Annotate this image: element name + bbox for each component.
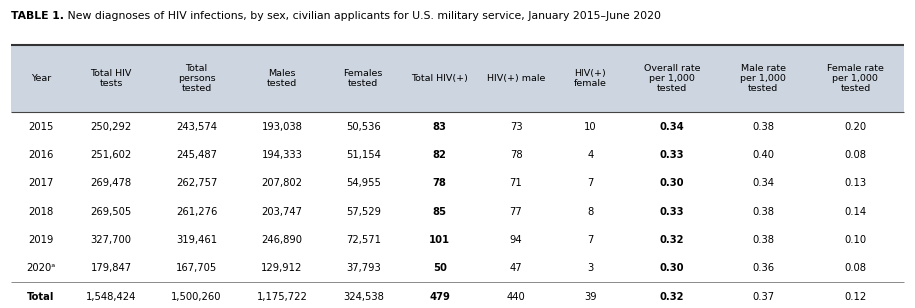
Text: Year: Year xyxy=(30,74,51,83)
Text: 0.40: 0.40 xyxy=(752,150,774,160)
Text: 129,912: 129,912 xyxy=(261,263,303,273)
Text: 71: 71 xyxy=(510,178,522,188)
Text: 73: 73 xyxy=(510,122,522,132)
Text: 0.30: 0.30 xyxy=(660,263,684,273)
Text: 54,955: 54,955 xyxy=(346,178,381,188)
Text: 0.38: 0.38 xyxy=(752,235,774,245)
Text: 10: 10 xyxy=(584,122,597,132)
Text: 0.13: 0.13 xyxy=(845,178,867,188)
Bar xyxy=(11,45,904,112)
Text: 7: 7 xyxy=(587,235,594,245)
Text: 2015: 2015 xyxy=(28,122,53,132)
Text: HIV(+) male: HIV(+) male xyxy=(487,74,545,83)
Text: 194,333: 194,333 xyxy=(262,150,302,160)
Text: Females
tested: Females tested xyxy=(343,69,382,88)
Text: 72,571: 72,571 xyxy=(346,235,381,245)
Text: TABLE 1.: TABLE 1. xyxy=(11,11,64,21)
Text: 250,292: 250,292 xyxy=(91,122,132,132)
Text: 251,602: 251,602 xyxy=(91,150,132,160)
Text: 319,461: 319,461 xyxy=(176,235,217,245)
Text: 0.14: 0.14 xyxy=(845,207,867,217)
Text: 2017: 2017 xyxy=(28,178,53,188)
Text: 85: 85 xyxy=(433,207,447,217)
Text: 203,747: 203,747 xyxy=(262,207,302,217)
Text: 82: 82 xyxy=(433,150,447,160)
Text: 0.32: 0.32 xyxy=(660,235,684,245)
Text: 0.33: 0.33 xyxy=(660,207,684,217)
Text: 2016: 2016 xyxy=(28,150,53,160)
Text: 0.36: 0.36 xyxy=(752,263,774,273)
Text: 0.30: 0.30 xyxy=(660,178,684,188)
Text: 0.34: 0.34 xyxy=(660,122,684,132)
Text: 101: 101 xyxy=(429,235,450,245)
Text: 4: 4 xyxy=(587,150,594,160)
Text: 3: 3 xyxy=(587,263,594,273)
Text: Overall rate
per 1,000
tested: Overall rate per 1,000 tested xyxy=(643,64,700,93)
Text: 261,276: 261,276 xyxy=(176,207,217,217)
Text: 0.10: 0.10 xyxy=(845,235,867,245)
Text: Total HIV
tests: Total HIV tests xyxy=(91,69,132,88)
Text: 0.08: 0.08 xyxy=(845,150,867,160)
Text: 57,529: 57,529 xyxy=(346,207,381,217)
Text: 51,154: 51,154 xyxy=(346,150,381,160)
Text: 262,757: 262,757 xyxy=(176,178,217,188)
Text: 0.32: 0.32 xyxy=(660,292,684,302)
Text: 193,038: 193,038 xyxy=(262,122,302,132)
Text: 246,890: 246,890 xyxy=(262,235,302,245)
Text: 8: 8 xyxy=(587,207,594,217)
Text: 269,505: 269,505 xyxy=(91,207,132,217)
Text: 94: 94 xyxy=(510,235,522,245)
Text: 37,793: 37,793 xyxy=(346,263,381,273)
Text: 0.20: 0.20 xyxy=(845,122,867,132)
Text: Male rate
per 1,000
tested: Male rate per 1,000 tested xyxy=(740,64,786,93)
Text: 207,802: 207,802 xyxy=(262,178,302,188)
Text: 7: 7 xyxy=(587,178,594,188)
Text: HIV(+)
female: HIV(+) female xyxy=(574,69,607,88)
Text: 0.37: 0.37 xyxy=(752,292,774,302)
Text: 243,574: 243,574 xyxy=(176,122,217,132)
Text: 440: 440 xyxy=(507,292,525,302)
Text: 269,478: 269,478 xyxy=(91,178,132,188)
Text: Total HIV(+): Total HIV(+) xyxy=(411,74,468,83)
Text: 78: 78 xyxy=(433,178,447,188)
Text: 50,536: 50,536 xyxy=(346,122,381,132)
Text: 1,175,722: 1,175,722 xyxy=(256,292,307,302)
Text: 2019: 2019 xyxy=(28,235,53,245)
Text: 0.12: 0.12 xyxy=(845,292,867,302)
Text: Female rate
per 1,000
tested: Female rate per 1,000 tested xyxy=(827,64,884,93)
Text: 0.38: 0.38 xyxy=(752,207,774,217)
Text: Total
persons
tested: Total persons tested xyxy=(178,64,215,93)
Text: 50: 50 xyxy=(433,263,447,273)
Text: 47: 47 xyxy=(510,263,522,273)
Text: 167,705: 167,705 xyxy=(176,263,217,273)
Text: 479: 479 xyxy=(429,292,450,302)
Text: 1,548,424: 1,548,424 xyxy=(86,292,136,302)
Text: 324,538: 324,538 xyxy=(343,292,383,302)
Text: 245,487: 245,487 xyxy=(176,150,217,160)
Text: 0.34: 0.34 xyxy=(752,178,774,188)
Text: 179,847: 179,847 xyxy=(91,263,132,273)
Text: 83: 83 xyxy=(433,122,447,132)
Text: 77: 77 xyxy=(510,207,522,217)
Text: Males
tested: Males tested xyxy=(267,69,297,88)
Text: 78: 78 xyxy=(510,150,522,160)
Text: New diagnoses of HIV infections, by sex, civilian applicants for U.S. military s: New diagnoses of HIV infections, by sex,… xyxy=(64,11,661,21)
Text: 2018: 2018 xyxy=(28,207,53,217)
Text: 2020ᵃ: 2020ᵃ xyxy=(27,263,56,273)
Text: 0.08: 0.08 xyxy=(845,263,867,273)
Text: 39: 39 xyxy=(584,292,597,302)
Text: 327,700: 327,700 xyxy=(91,235,132,245)
Text: 0.38: 0.38 xyxy=(752,122,774,132)
Text: Total: Total xyxy=(27,292,54,302)
Text: 0.33: 0.33 xyxy=(660,150,684,160)
Text: 1,500,260: 1,500,260 xyxy=(171,292,221,302)
